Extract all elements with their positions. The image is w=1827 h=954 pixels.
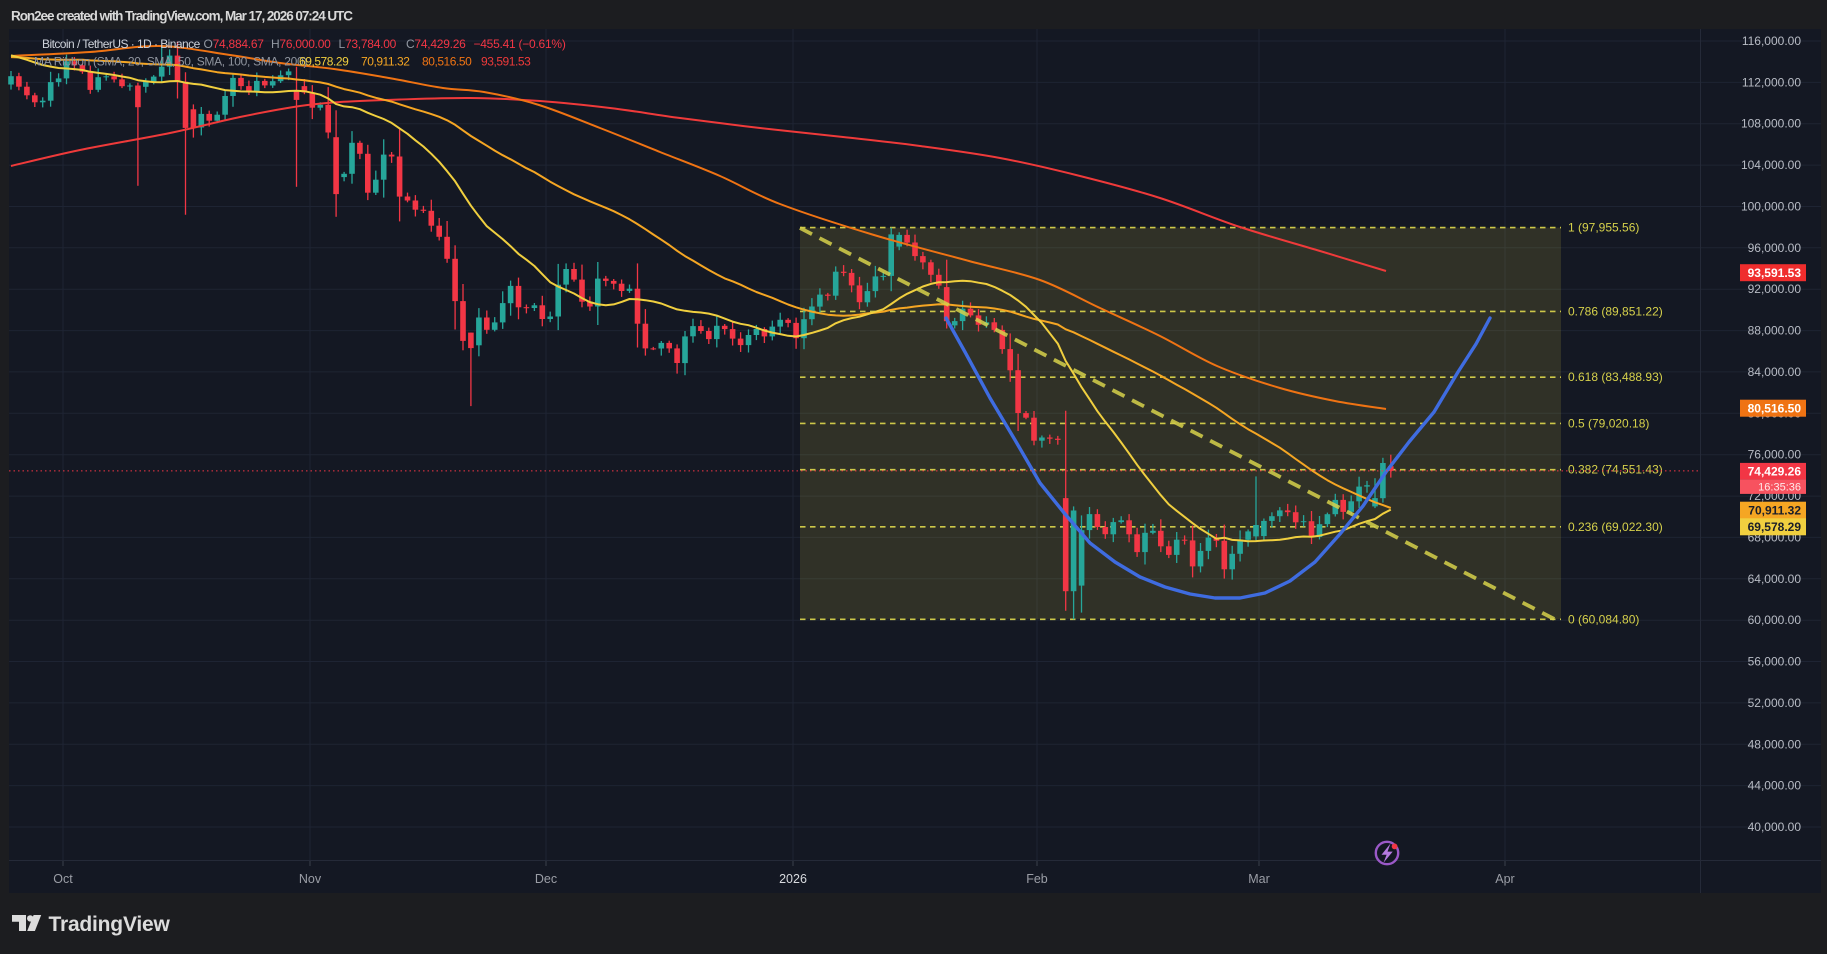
svg-text:52,000.00: 52,000.00: [1748, 696, 1802, 710]
svg-text:0 (60,084.80): 0 (60,084.80): [1568, 612, 1639, 626]
svg-text:Nov: Nov: [299, 872, 322, 886]
svg-text:TradingView: TradingView: [49, 913, 171, 936]
svg-text:76,000.00: 76,000.00: [1748, 448, 1802, 462]
svg-text:84,000.00: 84,000.00: [1748, 365, 1802, 379]
svg-text:48,000.00: 48,000.00: [1748, 737, 1802, 751]
svg-text:Bitcoin / TetherUS · 1D · Bina: Bitcoin / TetherUS · 1D · Binance: [42, 37, 201, 51]
svg-text:Feb: Feb: [1026, 872, 1048, 886]
svg-text:Oct: Oct: [53, 872, 73, 886]
svg-text:92,000.00: 92,000.00: [1748, 282, 1802, 296]
svg-text:Dec: Dec: [535, 872, 557, 886]
svg-text:0.382 (74,551.43): 0.382 (74,551.43): [1568, 463, 1663, 477]
svg-text:116,000.00: 116,000.00: [1742, 34, 1801, 48]
svg-text:70,911.32: 70,911.32: [1748, 503, 1801, 517]
svg-text:93,591.53: 93,591.53: [1748, 266, 1802, 280]
svg-text:0.236 (69,022.30): 0.236 (69,022.30): [1568, 520, 1663, 534]
svg-text:80,516.50: 80,516.50: [1748, 401, 1802, 415]
svg-text:1 (97,955.56): 1 (97,955.56): [1568, 221, 1639, 235]
svg-text:56,000.00: 56,000.00: [1748, 655, 1802, 669]
svg-text:104,000.00: 104,000.00: [1741, 158, 1801, 172]
svg-text:0.5 (79,020.18): 0.5 (79,020.18): [1568, 416, 1649, 430]
svg-text:16:35:36: 16:35:36: [1758, 482, 1801, 494]
svg-text:2026: 2026: [779, 872, 807, 886]
svg-text:112,000.00: 112,000.00: [1742, 75, 1801, 89]
svg-text:108,000.00: 108,000.00: [1741, 117, 1801, 131]
svg-text:96,000.00: 96,000.00: [1748, 241, 1802, 255]
svg-text:100,000.00: 100,000.00: [1741, 200, 1801, 214]
svg-text:69,578.29: 69,578.29: [1748, 520, 1802, 534]
svg-text:Apr: Apr: [1495, 872, 1514, 886]
svg-text:74,429.26: 74,429.26: [1748, 464, 1802, 478]
svg-text:Mar: Mar: [1248, 872, 1270, 886]
svg-text:40,000.00: 40,000.00: [1748, 820, 1802, 834]
svg-text:44,000.00: 44,000.00: [1748, 779, 1802, 793]
svg-text:Ron2ee created with TradingVie: Ron2ee created with TradingView.com, Mar…: [11, 9, 353, 24]
svg-text:64,000.00: 64,000.00: [1748, 572, 1802, 586]
svg-text:0.786 (89,851.22): 0.786 (89,851.22): [1568, 304, 1663, 318]
svg-text:88,000.00: 88,000.00: [1748, 324, 1802, 338]
svg-text:60,000.00: 60,000.00: [1748, 613, 1802, 627]
svg-text:0.618 (83,488.93): 0.618 (83,488.93): [1568, 370, 1663, 384]
svg-text:MA Ribbon (SMA, 20, SMA, 50, S: MA Ribbon (SMA, 20, SMA, 50, SMA, 100, S…: [34, 55, 307, 69]
